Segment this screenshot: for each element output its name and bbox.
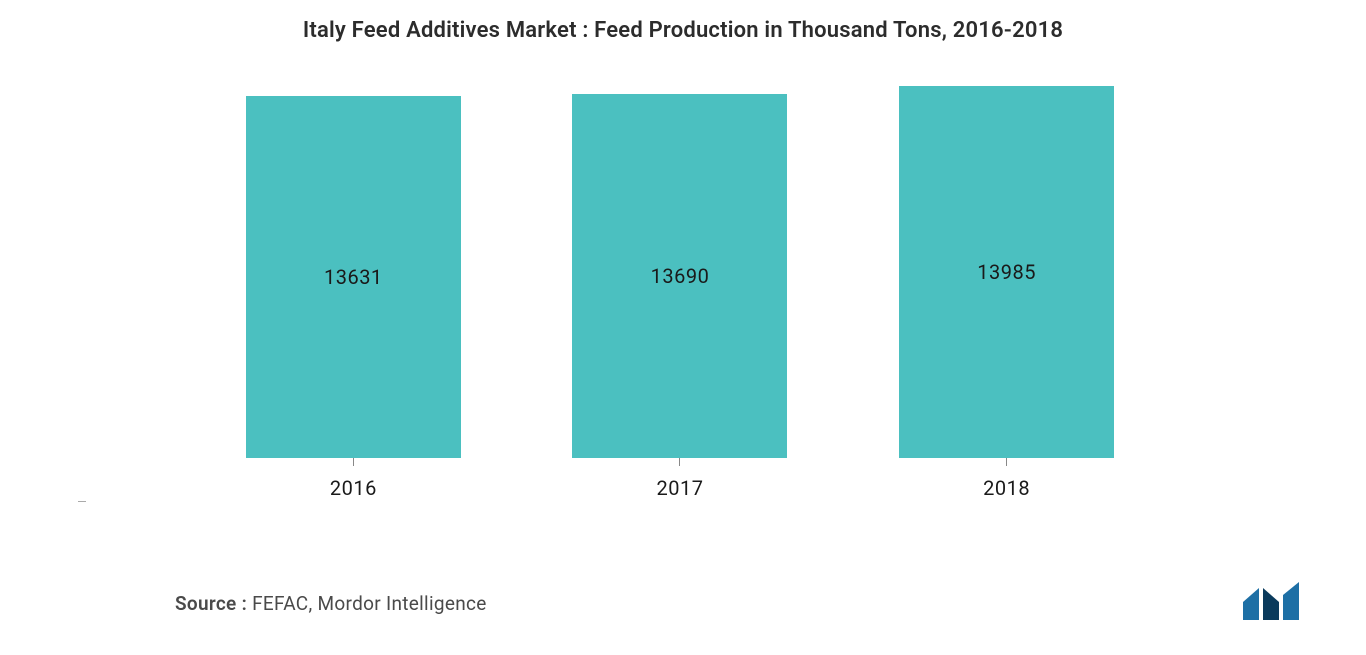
source-text: FEFAC, Mordor Intelligence — [252, 592, 487, 615]
category-label: 2018 — [983, 476, 1030, 500]
x-axis-tick — [679, 458, 680, 466]
bar-value-label: 13985 — [977, 260, 1036, 284]
bar-group: 13985 2018 — [899, 86, 1114, 500]
chart-plot-area: 13631 2016 13690 2017 13985 2018 — [190, 100, 1170, 500]
y-axis-tick — [78, 501, 86, 502]
x-axis-tick — [1006, 458, 1007, 466]
bar-2018: 13985 — [899, 86, 1114, 458]
mordor-logo — [1241, 580, 1311, 625]
chart-title: Italy Feed Additives Market : Feed Produ… — [0, 0, 1366, 43]
bar-value-label: 13631 — [324, 265, 383, 289]
bar-2017: 13690 — [572, 94, 787, 458]
mordor-logo-icon — [1241, 580, 1311, 625]
source-label: Source : — [175, 592, 247, 615]
bar-group: 13631 2016 — [246, 96, 461, 500]
category-label: 2017 — [657, 476, 704, 500]
x-axis-tick — [353, 458, 354, 466]
bar-2016: 13631 — [246, 96, 461, 458]
bar-value-label: 13690 — [651, 264, 710, 288]
bar-group: 13690 2017 — [572, 94, 787, 500]
source-attribution: Source : FEFAC, Mordor Intelligence — [175, 592, 487, 615]
category-label: 2016 — [330, 476, 377, 500]
